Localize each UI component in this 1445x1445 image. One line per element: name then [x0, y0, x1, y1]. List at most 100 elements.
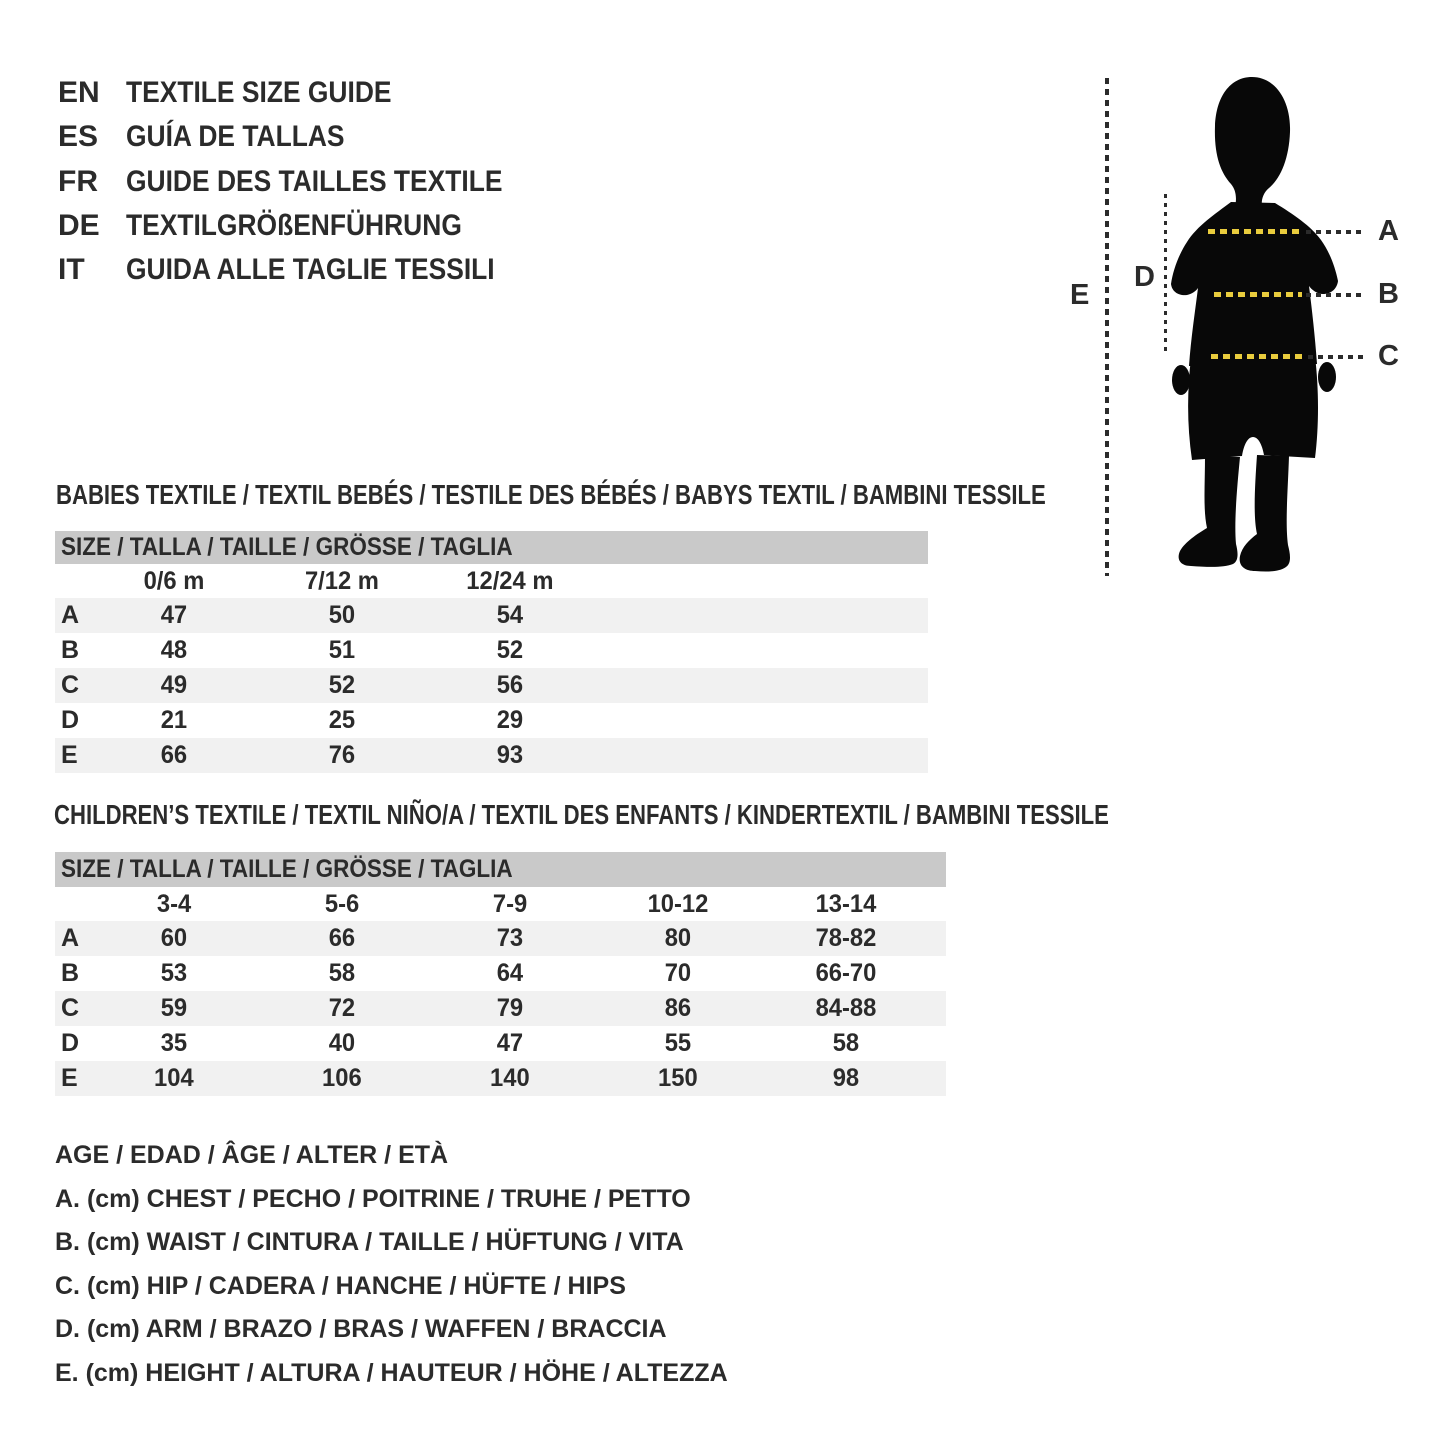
row-label: B: [61, 959, 80, 987]
babies-size-table: SIZE / TALLA / TAILLE / GRÖSSE / TAGLIA …: [55, 531, 928, 773]
language-title: TEXTILGRÖßENFÜHRUNG: [126, 208, 462, 242]
language-code: ES: [58, 120, 99, 154]
table-cell: 55: [664, 1029, 692, 1057]
table-row: C 59 72 79 86 84-88: [55, 991, 946, 1026]
table-row: E 66 76 93: [55, 738, 928, 773]
silhouette-shirt: [1171, 202, 1338, 366]
table-cell: 59: [160, 994, 188, 1022]
table-cell: 104: [154, 1064, 194, 1092]
figure-label-d: D: [1134, 261, 1155, 293]
waist-measure-line-b: [1214, 292, 1302, 297]
column-header: 5-6: [324, 889, 360, 918]
table-cell: 52: [328, 671, 356, 699]
chest-measure-line-a: [1208, 229, 1304, 234]
legend-age: AGE / EDAD / ÂGE / ALTER / ETÀ: [55, 1141, 449, 1169]
table-cell: 29: [496, 706, 524, 734]
table-row: E 104 106 140 150 98: [55, 1061, 946, 1096]
language-row-fr: FR GUIDE DES TAILLES TEXTILE: [58, 160, 554, 204]
column-header: 7/12 m: [305, 566, 379, 595]
silhouette-head: [1214, 77, 1291, 207]
language-row-de: DE TEXTILGRÖßENFÜHRUNG: [58, 204, 554, 248]
table-row: B 48 51 52: [55, 633, 928, 668]
language-row-en: EN TEXTILE SIZE GUIDE: [58, 71, 554, 115]
table-row: A 47 50 54: [55, 598, 928, 633]
legend-arm: D. (cm) ARM / BRAZO / BRAS / WAFFEN / BR…: [55, 1315, 667, 1344]
language-row-it: IT GUIDA ALLE TAGLIE TESSILI: [58, 248, 554, 292]
table-cell: 52: [496, 636, 524, 664]
language-title: TEXTILE SIZE GUIDE: [126, 76, 392, 109]
figure-label-a: A: [1378, 215, 1399, 247]
table-cell: 56: [496, 671, 524, 699]
column-header: 10-12: [647, 889, 709, 918]
children-section-heading: CHILDREN’S TEXTILE / TEXTIL NIÑO/A / TEX…: [54, 799, 1109, 830]
table-cell: 47: [160, 601, 188, 629]
babies-table-header-band: SIZE / TALLA / TAILLE / GRÖSSE / TAGLIA: [55, 531, 928, 564]
children-column-headers: 3-4 5-6 7-9 10-12 13-14: [55, 887, 946, 921]
language-code: IT: [58, 253, 85, 287]
legend-chest: A. (cm) CHEST / PECHO / POITRINE / TRUHE…: [55, 1184, 691, 1213]
figure-label-e: E: [1070, 279, 1090, 311]
table-cell: 86: [664, 994, 692, 1022]
table-cell: 78-82: [815, 924, 877, 952]
language-title: GUÍA DE TALLAS: [126, 120, 345, 154]
table-cell: 51: [328, 636, 356, 664]
row-label: C: [61, 994, 80, 1022]
silhouette-left-hand: [1172, 365, 1190, 395]
table-cell: 150: [658, 1064, 698, 1092]
table-row: A 60 66 73 80 78-82: [55, 921, 946, 956]
table-cell: 48: [160, 636, 188, 664]
table-cell: 58: [832, 1029, 860, 1057]
table-cell: 66: [328, 924, 356, 952]
measurement-legend: AGE / EDAD / ÂGE / ALTER / ETÀ A. (cm) C…: [55, 1134, 728, 1396]
silhouette-shorts: [1188, 356, 1318, 460]
silhouette-left-leg: [1178, 456, 1240, 567]
table-cell: 47: [496, 1029, 524, 1057]
row-label: D: [61, 706, 80, 734]
leader-line-a: [1306, 230, 1364, 234]
table-cell: 50: [328, 601, 356, 629]
leader-line-c: [1308, 355, 1364, 359]
legend-height: E. (cm) HEIGHT / ALTURA / HAUTEUR / HÖHE…: [55, 1358, 728, 1387]
table-cell: 76: [328, 741, 356, 769]
column-header: 0/6 m: [143, 566, 205, 595]
table-cell: 40: [328, 1029, 356, 1057]
row-label: E: [61, 1064, 78, 1092]
table-cell: 21: [160, 706, 188, 734]
column-header: 3-4: [156, 889, 192, 918]
children-table-header-band: SIZE / TALLA / TAILLE / GRÖSSE / TAGLIA: [55, 852, 946, 887]
table-cell: 70: [664, 959, 692, 987]
table-cell: 140: [490, 1064, 530, 1092]
table-cell: 58: [328, 959, 356, 987]
figure-label-b: B: [1378, 278, 1399, 310]
table-cell: 66-70: [815, 959, 877, 987]
height-measure-line-e: [1105, 78, 1109, 576]
language-code: DE: [58, 208, 100, 242]
column-header: 13-14: [815, 889, 877, 918]
table-cell: 60: [160, 924, 188, 952]
language-code: FR: [58, 164, 98, 198]
arm-measure-line-d: [1164, 194, 1167, 352]
babies-column-headers: 0/6 m 7/12 m 12/24 m: [55, 564, 928, 598]
child-silhouette-icon: [1171, 77, 1338, 572]
table-cell: 64: [496, 959, 524, 987]
legend-waist: B. (cm) WAIST / CINTURA / TAILLE / HÜFTU…: [55, 1228, 684, 1257]
row-label: B: [61, 636, 80, 664]
children-size-table: SIZE / TALLA / TAILLE / GRÖSSE / TAGLIA …: [55, 852, 946, 1096]
babies-section-heading: BABIES TEXTILE / TEXTIL BEBÉS / TESTILE …: [56, 479, 1046, 510]
table-cell: 54: [496, 601, 524, 629]
figure-label-c: C: [1378, 340, 1399, 372]
language-title: GUIDE DES TAILLES TEXTILE: [126, 164, 503, 198]
table-cell: 106: [322, 1064, 362, 1092]
table-cell: 25: [328, 706, 356, 734]
language-code: EN: [58, 76, 100, 109]
hip-measure-line-c: [1211, 354, 1306, 359]
table-row: D 21 25 29: [55, 703, 928, 738]
table-cell: 73: [496, 924, 524, 952]
silhouette-right-hand: [1318, 362, 1336, 392]
table-cell: 72: [328, 994, 356, 1022]
table-cell: 53: [160, 959, 188, 987]
table-cell: 49: [160, 671, 188, 699]
table-cell: 79: [496, 994, 524, 1022]
row-label: D: [61, 1029, 80, 1057]
table-cell: 80: [664, 924, 692, 952]
